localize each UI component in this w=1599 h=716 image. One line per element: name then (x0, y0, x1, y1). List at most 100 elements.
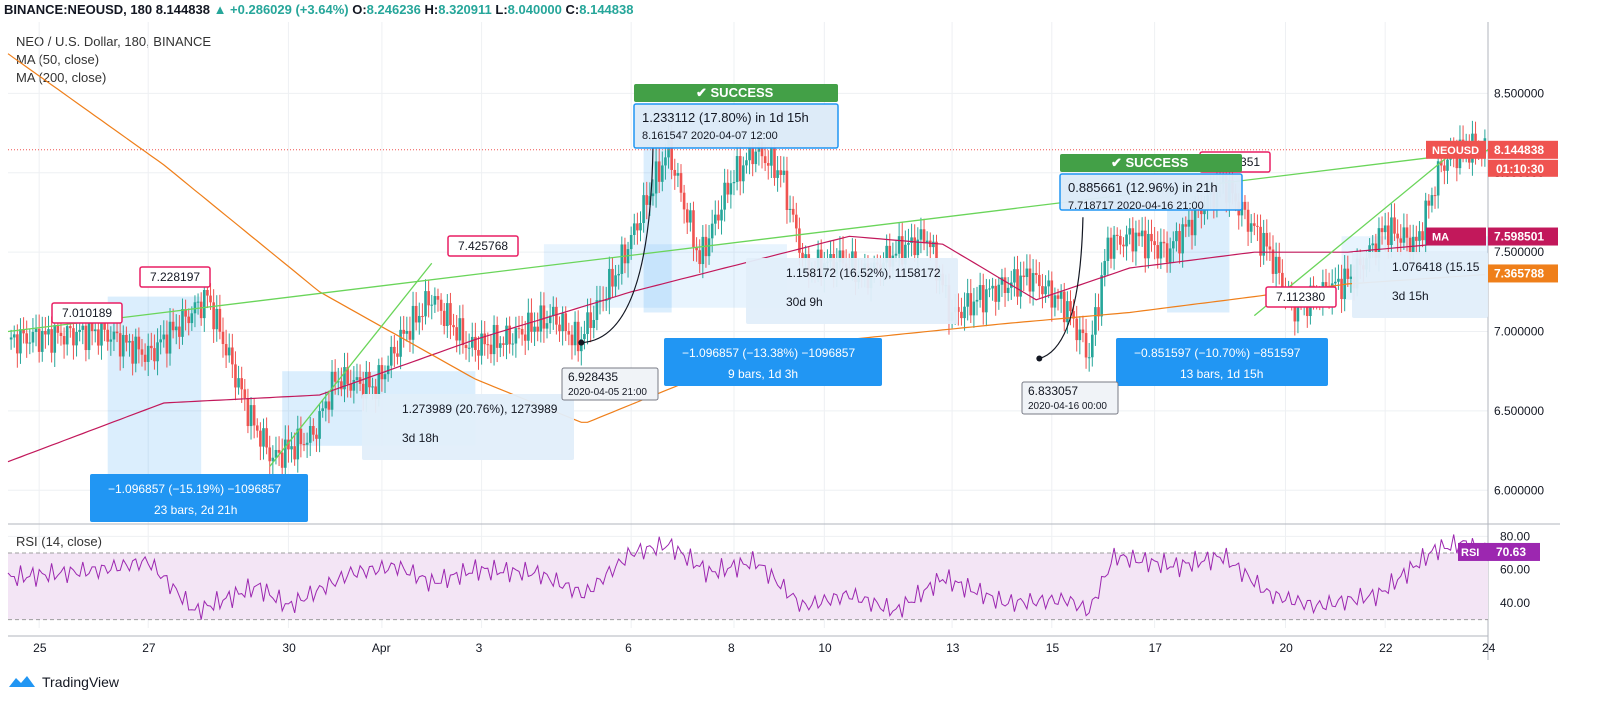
candle-body (533, 326, 536, 332)
candle-body (495, 324, 499, 348)
low-label-box (561, 367, 659, 401)
candle-body (1265, 232, 1269, 247)
candle-body (112, 331, 116, 340)
candle-body (69, 326, 72, 329)
candle-body (90, 322, 94, 332)
candle-body (215, 308, 219, 330)
candle-body (327, 401, 331, 410)
candle-body (299, 428, 303, 445)
candle-body (604, 299, 608, 301)
ma50-legend[interactable]: MA (50, close) (16, 52, 100, 67)
candle-body (187, 316, 191, 324)
candle-body (963, 306, 966, 319)
candle-body (274, 449, 278, 458)
candle-body (140, 349, 144, 355)
candle-body (1112, 234, 1116, 259)
candle-body (1172, 241, 1175, 249)
candle-body (293, 446, 296, 460)
candle-body (798, 228, 801, 253)
measure-text: 1.076418 (15.15 (1392, 260, 1480, 274)
candle-body (16, 334, 19, 354)
candle-body (252, 405, 256, 426)
rsi-legend[interactable]: RSI (14, close) (16, 534, 102, 549)
current-price-tag (1426, 140, 1486, 159)
candle-body (645, 195, 649, 205)
candle-body (368, 371, 371, 388)
measure-subtext: 13 bars, 1d 15h (1180, 367, 1263, 381)
candle-body (318, 411, 321, 439)
candle-body (408, 330, 412, 340)
candle-body (1119, 235, 1122, 245)
candle-body (72, 328, 75, 346)
x-tick-label: 25 (33, 641, 47, 655)
success-label: ✔ SUCCESS (696, 85, 774, 100)
candle-body (255, 425, 259, 431)
rsi-y-tick: 60.00 (1500, 563, 1530, 577)
candle-body (427, 291, 430, 306)
candle-body (1402, 227, 1406, 243)
candle-body (978, 285, 982, 300)
candle-body (296, 428, 300, 460)
candle-body (894, 253, 898, 256)
candle-body (595, 300, 599, 320)
trade-arc-1 (581, 147, 654, 344)
candle-body (1038, 274, 1041, 287)
candle-body (206, 289, 209, 296)
candle-body (1243, 201, 1247, 210)
candle-body (171, 321, 175, 331)
candle-body (492, 324, 496, 355)
candle-body (1044, 286, 1047, 295)
tradingview-logo[interactable]: TradingView (8, 674, 119, 690)
low-dot-2 (1036, 355, 1043, 362)
candle-body (249, 405, 253, 427)
candle-body (1256, 225, 1259, 227)
x-tick-label: 22 (1379, 641, 1393, 655)
candle-body (910, 237, 913, 243)
rsi-y-tick: 40.00 (1500, 596, 1530, 610)
measure-label-box (1116, 338, 1328, 386)
rsi-tag (1458, 542, 1488, 561)
candle-body (717, 214, 720, 221)
candle-body (620, 244, 624, 274)
candle-body (53, 325, 57, 353)
candle-body (118, 333, 122, 357)
chart-title[interactable]: NEO / U.S. Dollar, 180, BINANCE (16, 34, 212, 49)
candle-body (713, 214, 717, 224)
trade-box (633, 103, 839, 149)
candle-body (1016, 269, 1019, 297)
candle-body (1150, 233, 1153, 242)
close-value: 8.144838 (579, 2, 634, 17)
candle-body (1147, 233, 1150, 259)
candle-body (237, 378, 240, 388)
candle-body (224, 344, 228, 356)
candle-body (346, 367, 349, 384)
candle-body (885, 245, 888, 263)
candle-body (617, 273, 620, 276)
symbol-name[interactable]: BINANCE:NEOUSD, 180 (4, 2, 153, 17)
candle-body (1383, 225, 1387, 233)
candle-body (315, 434, 318, 439)
ma200-legend[interactable]: MA (200, close) (16, 70, 107, 85)
candle-body (598, 299, 602, 301)
candle-body (676, 173, 680, 176)
candle-body (508, 325, 511, 345)
candle-body (551, 306, 555, 316)
candle-body (143, 354, 147, 362)
candle-body (1296, 296, 1300, 322)
candle-body (162, 334, 166, 340)
candle-body (782, 170, 786, 175)
candle-body (1427, 200, 1431, 206)
candle-body (745, 160, 748, 166)
candle-body (570, 334, 574, 346)
candle-body (1340, 278, 1343, 300)
candle-body (632, 223, 636, 235)
candle-body (115, 331, 119, 334)
rsi-tag-label: RSI (1461, 547, 1479, 559)
candle-body (393, 346, 396, 354)
candle-body (1399, 238, 1403, 243)
candle-body (1059, 291, 1063, 299)
candle-body (614, 275, 617, 287)
candle-body (991, 285, 994, 289)
candle-body (1006, 287, 1010, 293)
